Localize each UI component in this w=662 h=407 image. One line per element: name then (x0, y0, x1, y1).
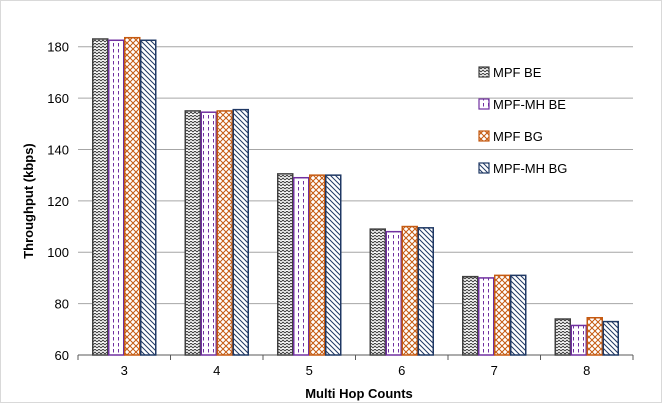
bar-mpf-mh-bg-3 (140, 39, 157, 356)
bar-mpf-mh-bg-4 (232, 108, 249, 356)
bar-mpf-bg-7 (494, 274, 511, 356)
x-tick-label: 4 (213, 363, 220, 378)
legend-label: MPF BG (493, 129, 543, 144)
bar-mpf-bg-8 (586, 316, 603, 356)
bar-mpf-bg-5 (309, 174, 326, 356)
legend-label: MPF-MH BE (493, 97, 566, 112)
legend: MPF BE MPF-MH BE MPF BG MPF-MH BG (478, 65, 567, 176)
legend-swatch (478, 66, 490, 78)
legend-label: MPF BE (493, 65, 542, 80)
legend-swatch (478, 98, 490, 110)
bar-mpf-be-5 (277, 173, 294, 356)
bar-mpf-mh-bg-8 (602, 320, 619, 356)
legend-label: MPF-MH BG (493, 161, 567, 176)
y-tick-label: 120 (47, 194, 69, 209)
x-tick-label: 7 (491, 363, 498, 378)
x-tick-label: 8 (583, 363, 590, 378)
x-axis-title: Multi Hop Counts (305, 386, 413, 401)
bar-mpf-be-7 (462, 275, 479, 356)
bar-mpf-be-8 (554, 318, 571, 356)
bar-mpf-mh-be-4 (200, 111, 217, 356)
bar-mpf-bg-6 (401, 225, 418, 356)
legend-swatch (478, 162, 490, 174)
bar-mpf-mh-be-7 (478, 277, 495, 356)
x-tick-label: 5 (306, 363, 313, 378)
bar-mpf-mh-bg-6 (417, 227, 434, 356)
bar-mpf-mh-bg-7 (510, 274, 527, 356)
y-tick-label: 80 (55, 297, 69, 312)
bars (92, 36, 619, 356)
y-tick-label: 160 (47, 91, 69, 106)
x-tick-label: 3 (121, 363, 128, 378)
bar-mpf-mh-be-6 (385, 230, 402, 356)
bar-mpf-mh-bg-5 (325, 174, 342, 356)
tick-labels: 60 80 100 120 140 160 180 3 4 5 6 7 8 (47, 40, 590, 378)
bar-mpf-mh-be-5 (293, 176, 310, 356)
x-tick-label: 6 (398, 363, 405, 378)
y-tick-label: 60 (55, 348, 69, 363)
y-tick-label: 140 (47, 142, 69, 157)
y-axis-title: Throughput (kbps) (21, 143, 36, 259)
axes (77, 354, 634, 360)
legend-swatch (478, 130, 490, 142)
bar-mpf-bg-3 (124, 36, 141, 356)
bar-mpf-be-4 (184, 110, 201, 356)
y-tick-label: 180 (47, 40, 69, 55)
y-tick-label: 100 (47, 245, 69, 260)
bar-mpf-bg-4 (216, 110, 233, 356)
bar-mpf-mh-be-3 (108, 39, 125, 356)
gridlines (78, 46, 633, 305)
bar-mpf-mh-be-8 (570, 324, 587, 356)
bar-mpf-be-3 (92, 38, 109, 356)
bar-mpf-be-6 (369, 228, 386, 356)
